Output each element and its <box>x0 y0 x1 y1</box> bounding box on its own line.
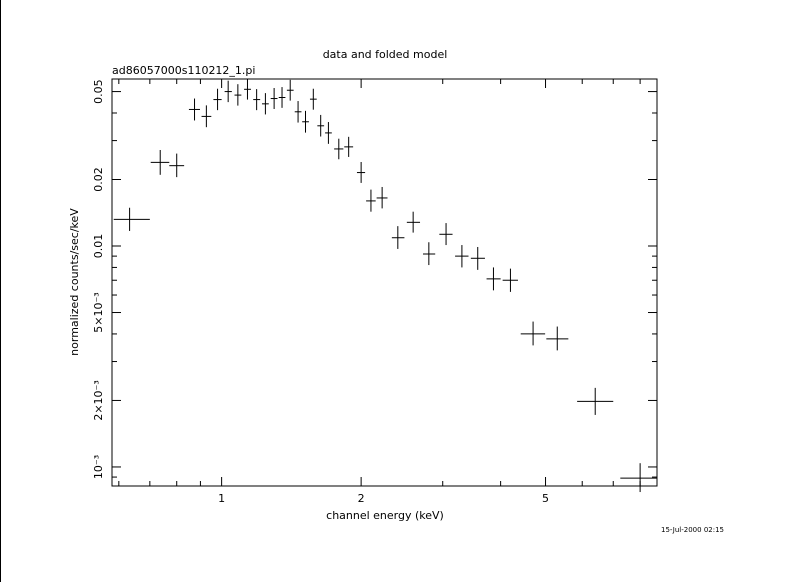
data-point <box>169 153 185 178</box>
data-point <box>356 162 366 183</box>
data-point <box>302 110 309 133</box>
y-axis-ticks: 10⁻³ 2×10⁻³ 5×10⁻³ 0.01 0.02 0.05 <box>92 79 657 479</box>
data-point <box>150 149 170 175</box>
y-tick-label: 0.05 <box>92 79 105 104</box>
data-point <box>188 98 200 121</box>
data-point <box>620 463 657 493</box>
data-point <box>294 101 302 123</box>
data-point <box>406 211 421 233</box>
data-point <box>278 87 286 108</box>
data-point <box>113 207 150 231</box>
data-point <box>234 84 242 106</box>
chart-subtitle: ad86057000s110212_1.pi <box>112 64 255 77</box>
data-point <box>376 186 388 209</box>
window-left-edge <box>0 0 1 582</box>
data-point <box>317 114 325 137</box>
data-point <box>325 122 332 144</box>
data-point <box>224 80 232 103</box>
data-point <box>577 387 614 415</box>
data-point <box>520 321 546 346</box>
x-tick-label: 5 <box>542 492 549 505</box>
x-tick-label: 2 <box>358 492 365 505</box>
data-point <box>470 246 485 270</box>
x-axis-label: channel energy (keV) <box>326 509 444 522</box>
data-point <box>344 136 354 157</box>
data-point <box>213 88 222 111</box>
data-point <box>286 79 294 101</box>
data-point <box>423 242 436 266</box>
data-point <box>455 245 469 268</box>
data-point <box>261 93 269 115</box>
data-point <box>486 267 501 291</box>
data-point <box>244 79 251 100</box>
data-point <box>366 189 376 212</box>
data-point <box>439 223 453 246</box>
data-point <box>253 89 261 111</box>
x-axis-ticks: 1 2 5 <box>118 79 641 505</box>
data-points <box>113 79 657 493</box>
data-point <box>502 268 518 292</box>
data-point <box>334 138 344 160</box>
data-point <box>391 226 405 249</box>
timestamp: 15-Jul-2000 02:15 <box>661 526 724 534</box>
x-tick-label: 1 <box>218 492 225 505</box>
data-point <box>270 87 278 109</box>
y-tick-label: 2×10⁻³ <box>92 380 105 420</box>
data-point <box>309 88 317 110</box>
data-point <box>201 105 212 128</box>
y-tick-label: 0.01 <box>92 234 105 258</box>
y-tick-label: 5×10⁻³ <box>92 292 105 332</box>
chart-title: data and folded model <box>323 48 448 61</box>
y-axis-label: normalized counts/sec/keV <box>68 208 81 356</box>
y-tick-label: 0.02 <box>92 167 105 192</box>
plot-frame <box>111 78 658 487</box>
y-tick-label: 10⁻³ <box>92 455 105 479</box>
data-point <box>546 326 569 351</box>
